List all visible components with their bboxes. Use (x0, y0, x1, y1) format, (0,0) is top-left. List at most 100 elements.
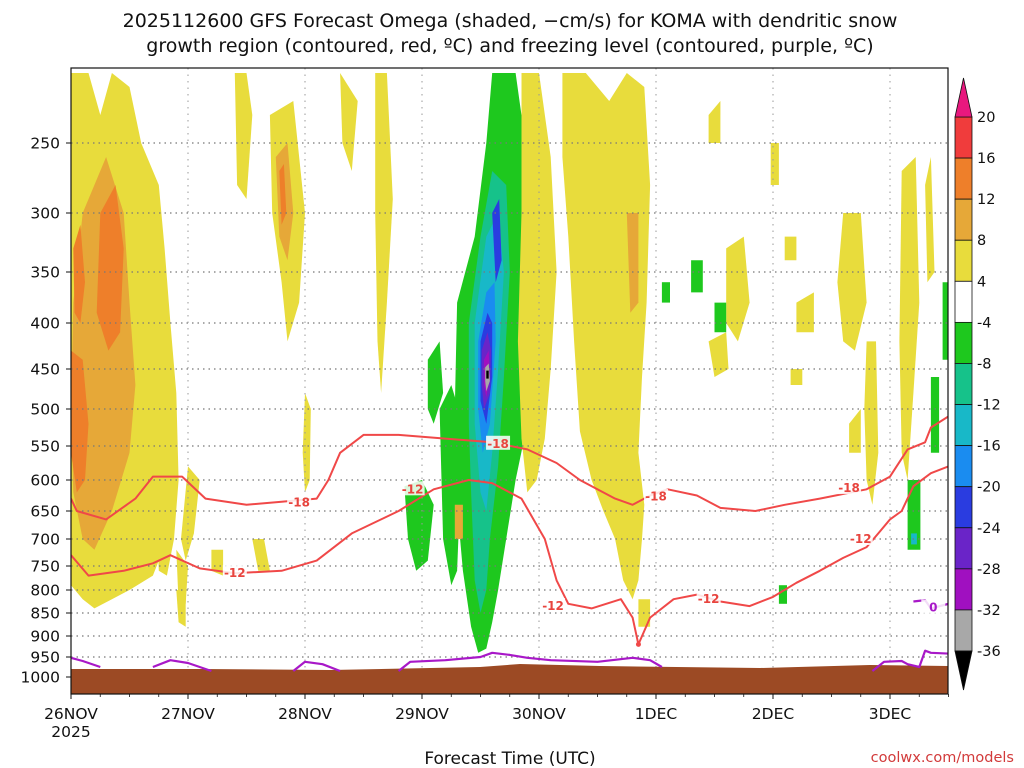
omega-region (252, 539, 270, 571)
y-tick-label: 800 (30, 582, 60, 600)
contour-label-bg (287, 494, 312, 509)
contour-freezing-level (71, 656, 101, 669)
colorbar-label: 8 (977, 233, 986, 249)
y-tick-label: 850 (30, 605, 60, 623)
y-tick-label: 1000 (21, 669, 60, 687)
omega-region (942, 282, 948, 360)
contour-freezing-level (152, 659, 212, 673)
omega-region (141, 143, 179, 576)
credit-link[interactable]: coolwx.com/models (871, 750, 1014, 766)
contour-label-bg (696, 591, 721, 606)
contour-label-minus12: -12 (698, 592, 720, 606)
contour-label-bg (222, 565, 247, 580)
x-tick-label: 27NOV (161, 705, 215, 723)
contour-label-bg (921, 599, 946, 614)
omega-region (837, 213, 867, 351)
omega-region (96, 185, 124, 351)
contour-freezing-level (397, 651, 663, 672)
omega-region (486, 370, 489, 379)
contour-label-freezing: 0 (929, 600, 937, 614)
contour-label-minus12: -12 (224, 566, 246, 580)
omega-region (796, 292, 814, 333)
contour-endpoint (635, 641, 641, 647)
omega-region (790, 369, 803, 385)
y-tick-label: 400 (30, 315, 60, 333)
y-tick-label: 550 (30, 438, 60, 456)
y-tick-label: 300 (30, 205, 60, 223)
omega-region (708, 332, 729, 377)
x-tick-label: 2DEC (752, 705, 794, 723)
chart-title-line-2: growth region (contoured, red, ºC) and f… (146, 35, 873, 57)
colorbar-bin (954, 404, 973, 447)
x-tick-label: 3DEC (869, 705, 911, 723)
y-tick-label: 950 (30, 649, 60, 667)
omega-region (302, 393, 311, 493)
x-tick-label: 29NOV (395, 705, 449, 723)
omega-region (73, 224, 85, 323)
y-tick-label: 700 (30, 531, 60, 549)
y-tick-label: 600 (30, 472, 60, 490)
omega-region (778, 585, 787, 604)
contour-label-bg (486, 435, 511, 450)
contour-label-minus12: -12 (850, 532, 872, 546)
colorbar-label: -20 (977, 480, 1001, 496)
colorbar: 20 16 12 8 4 -4 -8 -12 -16 -20 -24 -28 -32 -36 (954, 77, 1001, 691)
colorbar-label: -36 (977, 644, 1001, 660)
omega-region (562, 73, 651, 600)
omega-region (726, 236, 750, 342)
omega-region (661, 282, 670, 303)
omega-region (784, 236, 797, 261)
contour-label-minus18: -18 (645, 490, 667, 504)
colorbar-label: -28 (977, 562, 1001, 578)
contour-freezing-level (292, 660, 341, 673)
omega-region (279, 164, 287, 225)
temperature-contours: -18 -18 -18 -18 -12 -12 -12 -12 -12 0 (71, 415, 948, 673)
colorbar-label: 16 (977, 151, 995, 167)
contour-label-minus12: -12 (542, 599, 564, 613)
colorbar-label: 4 (977, 274, 986, 290)
colorbar-bin (954, 280, 973, 323)
colorbar-bin (954, 568, 973, 611)
contour-label-minus12: -12 (402, 482, 424, 496)
omega-region (770, 143, 779, 185)
y-axis: 250 300 350 400 450 500 550 600 650 700 750 800 850 9… (21, 135, 71, 687)
colorbar-label: -12 (977, 398, 1001, 414)
ground-terrain (71, 664, 948, 694)
colorbar-label: -8 (977, 356, 991, 372)
x-tick-label: 28NOV (278, 705, 332, 723)
omega-region (234, 73, 253, 199)
colorbar-bin (954, 157, 973, 200)
omega-region (517, 73, 557, 493)
y-tick-label: 750 (30, 558, 60, 576)
y-tick-label: 450 (30, 361, 60, 379)
omega-region (930, 377, 940, 453)
colorbar-bin (954, 445, 973, 488)
omega-region (211, 549, 224, 576)
colorbar-label: -24 (977, 521, 1001, 537)
contour-freezing-level (871, 649, 948, 672)
y-tick-label: 500 (30, 401, 60, 419)
colorbar-bin (954, 527, 973, 570)
colorbar-label: -4 (977, 315, 991, 331)
colorbar-bin (954, 486, 973, 529)
y-tick-label: 350 (30, 264, 60, 282)
contour-label-minus18: -18 (838, 481, 860, 495)
terrain-surface (71, 664, 948, 694)
contour-label-bg (837, 480, 862, 495)
x-tick-label: 26NOV (44, 705, 98, 723)
x-tick-label: 30NOV (512, 705, 566, 723)
x-axis-label: Forecast Time (UTC) (424, 749, 595, 768)
colorbar-bin (954, 239, 973, 282)
colorbar-under-arrow (954, 650, 973, 691)
omega-region (427, 341, 444, 424)
omega-region (691, 260, 703, 293)
omega-region (375, 73, 393, 393)
colorbar-bin (954, 116, 973, 159)
omega-region (864, 341, 879, 505)
omega-region (907, 480, 921, 550)
y-tick-label: 900 (30, 628, 60, 646)
y-tick-label: 650 (30, 503, 60, 521)
omega-shading (71, 73, 948, 653)
